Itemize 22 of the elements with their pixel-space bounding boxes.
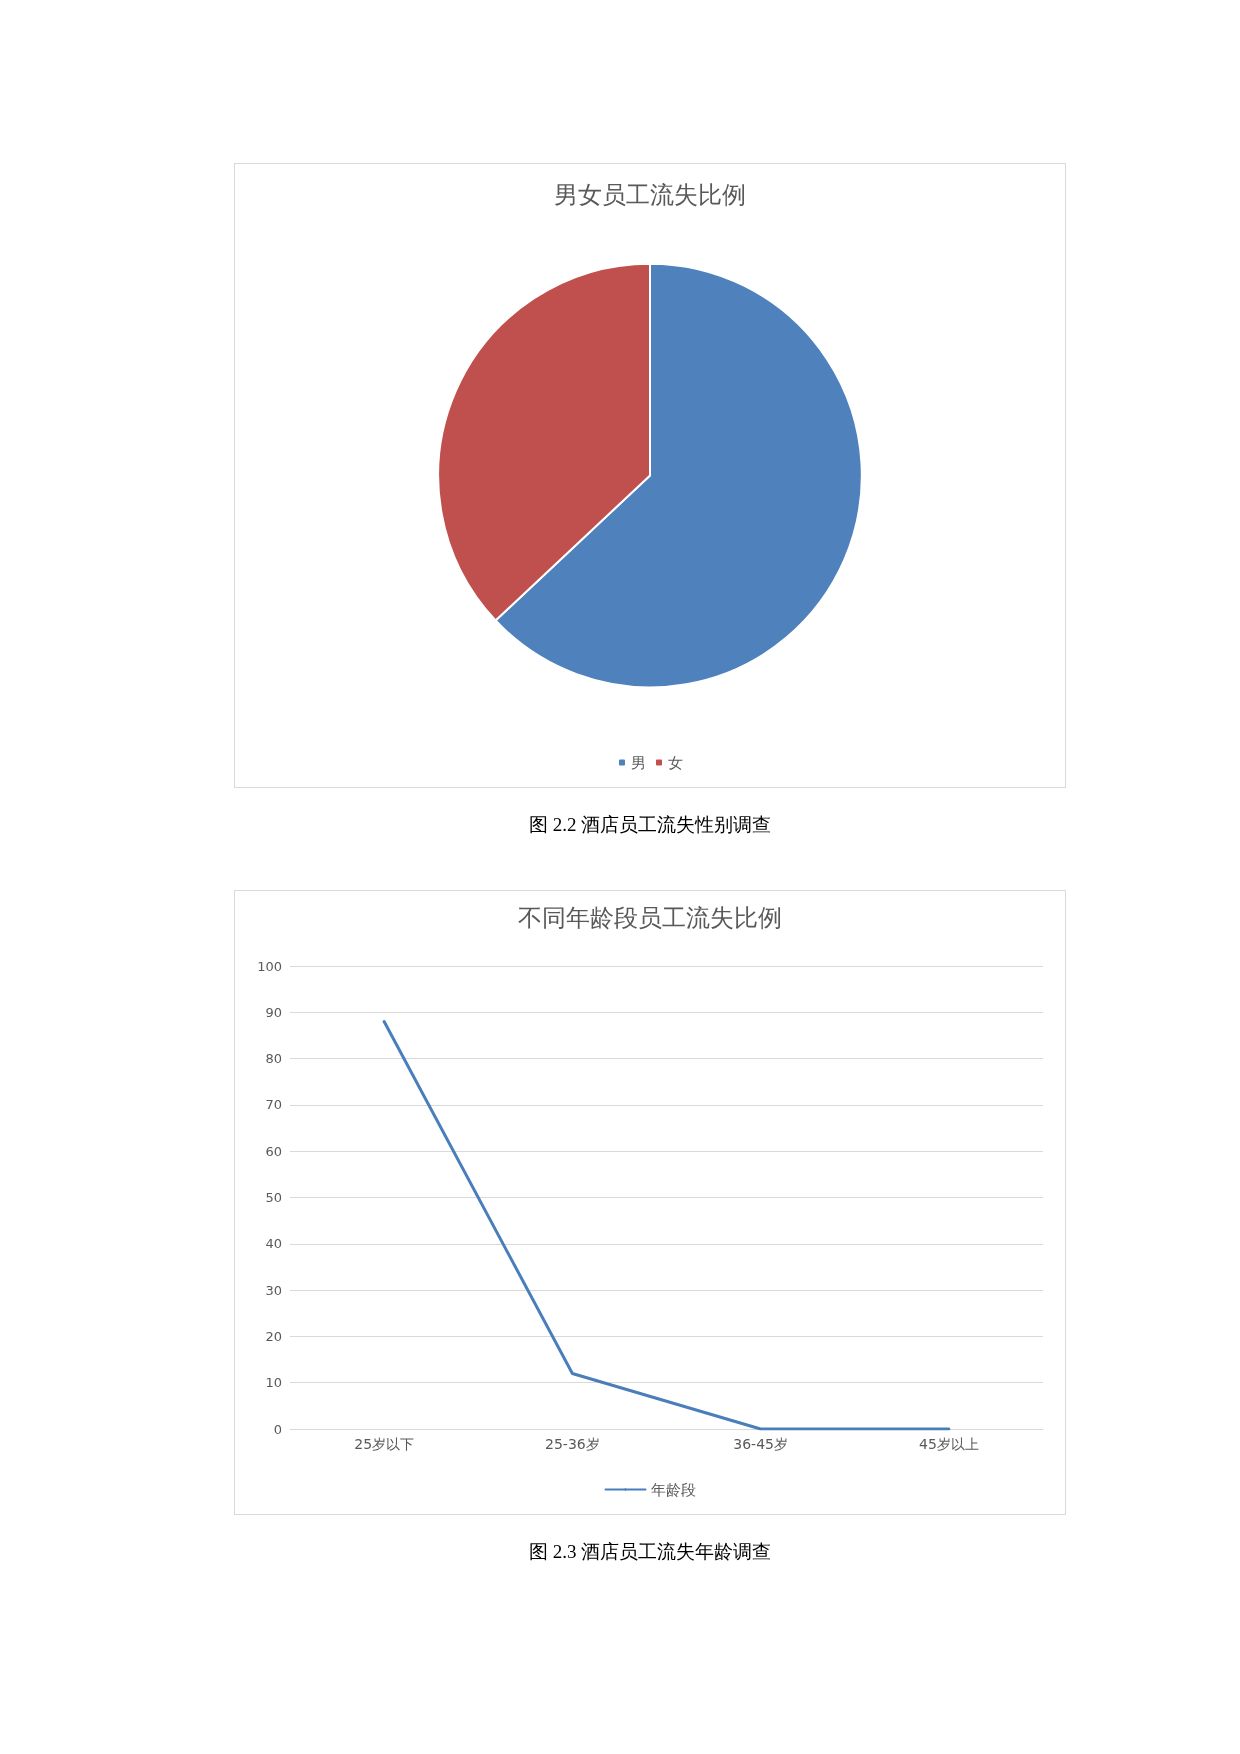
legend-label: 女 bbox=[668, 753, 683, 772]
y-tick-label: 0 bbox=[273, 1421, 282, 1437]
y-tick-label: 80 bbox=[265, 1051, 282, 1067]
x-tick-label: 45岁以上 bbox=[918, 1436, 979, 1452]
y-tick-label: 70 bbox=[265, 1097, 282, 1113]
caption: 图 2.3 酒店员工流失年龄调查 bbox=[527, 1540, 773, 1564]
y-tick-label: 20 bbox=[265, 1328, 282, 1344]
chart-title: 不同年龄段员工流失比例 bbox=[518, 904, 782, 932]
y-tick-label: 100 bbox=[257, 958, 282, 974]
y-tick-label: 60 bbox=[265, 1143, 282, 1159]
y-tick-label: 50 bbox=[265, 1190, 282, 1205]
legend-label: 男 bbox=[631, 753, 646, 772]
x-tick-label: 25-36岁 bbox=[545, 1436, 600, 1452]
y-tick-label: 10 bbox=[265, 1375, 282, 1391]
x-tick-label: 36-45岁 bbox=[733, 1436, 788, 1452]
x-tick-label: 25岁以下 bbox=[354, 1436, 415, 1452]
legend-label: 年龄段 bbox=[650, 1480, 696, 1499]
y-tick-label: 40 bbox=[265, 1236, 282, 1252]
chart-title: 男女员工流失比例 bbox=[554, 181, 746, 209]
y-tick-label: 30 bbox=[265, 1282, 282, 1298]
y-tick-label: 90 bbox=[265, 1004, 282, 1020]
caption: 图 2.2 酒店员工流失性别调查 bbox=[527, 813, 773, 837]
